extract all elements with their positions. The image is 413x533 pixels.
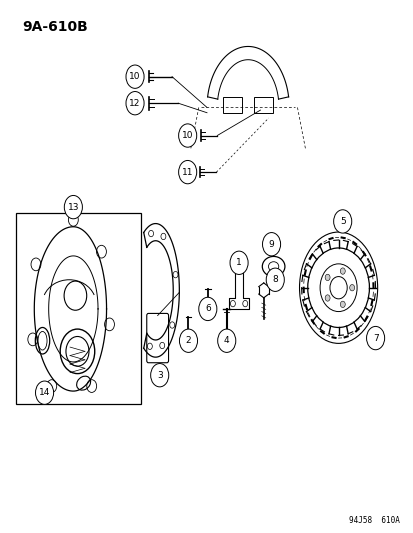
Text: 8: 8 (272, 275, 278, 284)
Text: 2: 2 (185, 336, 191, 345)
Text: 6: 6 (204, 304, 210, 313)
Circle shape (366, 326, 384, 350)
Text: 10: 10 (181, 131, 193, 140)
Text: 7: 7 (372, 334, 377, 343)
Circle shape (198, 297, 216, 320)
Text: 12: 12 (129, 99, 140, 108)
Bar (16, 214, 141, 405)
Circle shape (333, 210, 351, 233)
Text: 9: 9 (268, 240, 274, 249)
Circle shape (266, 268, 284, 292)
Text: 1: 1 (236, 259, 241, 267)
Text: 10: 10 (129, 72, 140, 81)
Circle shape (126, 65, 144, 88)
Circle shape (349, 285, 354, 291)
Circle shape (150, 364, 169, 387)
Bar (254, 97, 272, 113)
Text: 5: 5 (339, 217, 345, 226)
Circle shape (324, 295, 329, 301)
Text: 94J58  610A: 94J58 610A (349, 516, 399, 525)
Text: 3: 3 (157, 370, 162, 379)
Text: 14: 14 (39, 388, 50, 397)
Text: 9A-610B: 9A-610B (22, 20, 88, 34)
Circle shape (178, 124, 196, 147)
Text: 13: 13 (67, 203, 79, 212)
Circle shape (64, 196, 82, 219)
Circle shape (339, 268, 344, 274)
Circle shape (339, 301, 344, 308)
Circle shape (262, 232, 280, 256)
Circle shape (36, 381, 54, 405)
Circle shape (217, 329, 235, 352)
Circle shape (126, 92, 144, 115)
Circle shape (179, 329, 197, 352)
Circle shape (178, 160, 196, 184)
Circle shape (230, 251, 247, 274)
Text: 4: 4 (223, 336, 229, 345)
Circle shape (324, 274, 329, 280)
Bar (223, 97, 241, 113)
Text: 11: 11 (181, 167, 193, 176)
